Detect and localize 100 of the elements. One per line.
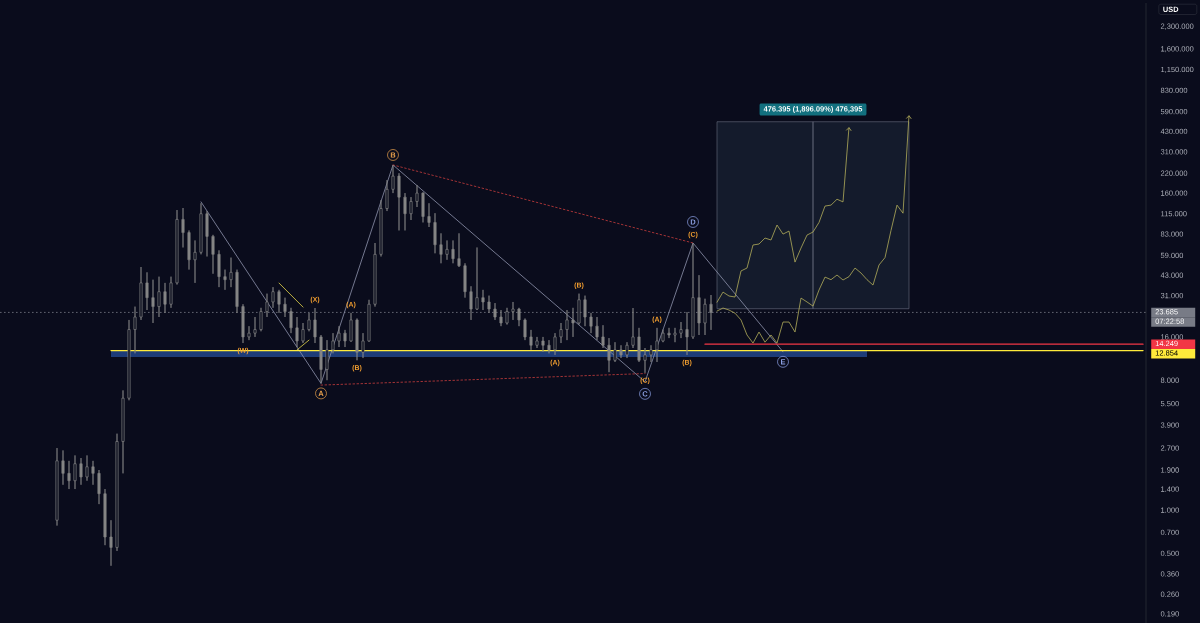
candlestick (487, 295, 491, 314)
candlestick (349, 312, 353, 343)
candlestick (661, 329, 665, 343)
candlestick (127, 319, 131, 401)
candlestick (625, 341, 629, 359)
candlestick (295, 316, 299, 348)
candlestick (151, 279, 155, 324)
candlestick (367, 299, 371, 343)
candlestick (679, 321, 683, 339)
candlestick (547, 339, 551, 354)
candlestick (415, 184, 419, 208)
candlestick (649, 344, 653, 363)
candlestick (553, 332, 557, 356)
candlestick (709, 294, 713, 331)
candlestick (607, 337, 611, 373)
candlestick (253, 316, 257, 338)
candlestick (571, 307, 575, 338)
candlestick (469, 285, 473, 321)
candlestick (409, 196, 413, 221)
candlestick (265, 293, 269, 318)
candlestick (103, 488, 107, 546)
candlestick (175, 209, 179, 285)
candlestick (373, 242, 377, 307)
candlestick (499, 309, 503, 327)
candlestick (691, 242, 695, 340)
candlestick (439, 232, 443, 264)
candlestick (619, 344, 623, 359)
candlestick (115, 433, 119, 552)
candlestick (397, 172, 401, 231)
candlestick (211, 234, 215, 275)
candlestick (595, 316, 599, 341)
candlestick (523, 318, 527, 341)
line-series (200, 164, 784, 384)
candlestick (403, 192, 407, 231)
candlestick (631, 307, 635, 349)
candlestick (685, 311, 689, 356)
candlestick (673, 327, 677, 343)
candlestick (187, 230, 191, 270)
candlestick (199, 202, 203, 255)
candlestick (517, 307, 521, 327)
candlestick (229, 257, 233, 288)
candlestick (307, 312, 311, 332)
candlestick (217, 249, 221, 288)
candlestick (121, 390, 125, 474)
candlestick (97, 469, 101, 505)
candlestick (583, 295, 587, 327)
candlestick (511, 301, 515, 321)
candlestick (535, 336, 539, 349)
candlestick (109, 519, 113, 567)
candlestick (133, 306, 137, 354)
candlestick (427, 202, 431, 228)
candlestick (391, 164, 395, 194)
candlestick (529, 329, 533, 351)
candlestick (463, 262, 467, 298)
candlestick (355, 318, 359, 361)
candlestick (643, 347, 647, 374)
candlestick (445, 240, 449, 261)
candlestick (481, 289, 485, 311)
candlestick (259, 307, 263, 332)
candlestick (559, 322, 563, 344)
candlestick (655, 327, 659, 363)
candlestick (139, 266, 143, 321)
candlestick (319, 334, 323, 384)
candlestick (433, 212, 437, 254)
candlestick (157, 276, 161, 318)
candlestick (613, 341, 617, 363)
candlestick (667, 327, 671, 339)
candlestick (169, 276, 173, 309)
candlestick (61, 450, 65, 486)
candlestick (163, 282, 167, 314)
candlestick (91, 460, 95, 486)
candlestick (475, 247, 479, 311)
candlestick (379, 199, 383, 257)
candlestick (457, 232, 461, 268)
candlestick (235, 269, 239, 314)
candlestick (181, 207, 185, 248)
candlestick (337, 325, 341, 348)
candlestick (577, 293, 581, 325)
candlestick (331, 332, 335, 354)
candlestick (601, 324, 605, 349)
candlestick (67, 460, 71, 490)
candlestick (589, 312, 593, 334)
candlestick (73, 455, 77, 490)
candlestick (289, 307, 293, 334)
candlestick (493, 302, 497, 321)
candlestick (145, 271, 149, 311)
candlestick (205, 210, 209, 257)
candlestick (283, 297, 287, 318)
candlestick (223, 269, 227, 291)
candlestick (55, 447, 59, 526)
candlestick (79, 457, 83, 486)
candlestick (241, 303, 245, 344)
candlestick (85, 455, 89, 482)
candlestick (361, 332, 365, 359)
candlestick (637, 327, 641, 363)
candlestick (313, 307, 317, 344)
candlestick (301, 322, 305, 344)
candlestick (703, 298, 707, 336)
candlestick (277, 289, 281, 314)
candlestick (343, 329, 347, 348)
